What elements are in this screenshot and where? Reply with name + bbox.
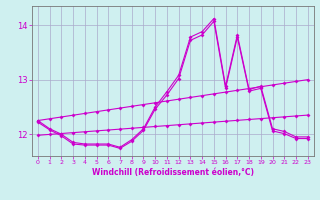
- X-axis label: Windchill (Refroidissement éolien,°C): Windchill (Refroidissement éolien,°C): [92, 168, 254, 177]
